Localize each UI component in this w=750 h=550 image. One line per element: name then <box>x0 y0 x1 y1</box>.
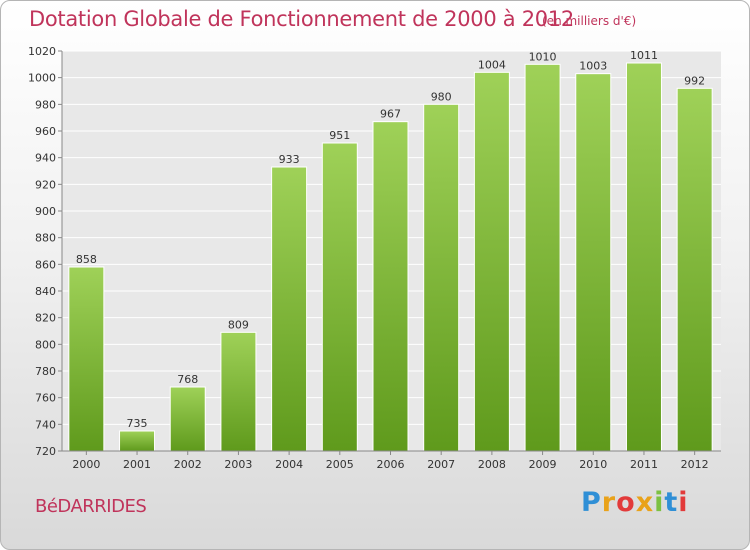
y-tick-label: 820 <box>35 312 56 325</box>
value-label-2005: 951 <box>329 129 350 142</box>
value-label-2010: 1003 <box>579 60 607 73</box>
x-tick-label-2011: 2011 <box>630 458 658 471</box>
y-tick-label: 720 <box>35 445 56 458</box>
x-tick-label-2003: 2003 <box>224 458 252 471</box>
y-tick-label: 960 <box>35 125 56 138</box>
y-tick-label: 1000 <box>28 72 56 85</box>
value-label-2000: 858 <box>76 253 97 266</box>
bar-2000 <box>68 266 105 452</box>
x-tick-label-2000: 2000 <box>72 458 100 471</box>
y-tick-label: 880 <box>35 232 56 245</box>
y-tick-label: 1020 <box>28 45 56 58</box>
unit-label: (en milliers d'€) <box>542 14 637 28</box>
y-tick-label: 780 <box>35 365 56 378</box>
bar-2003 <box>220 331 257 452</box>
bar-2001 <box>119 430 156 452</box>
x-tick-label-2006: 2006 <box>377 458 405 471</box>
chart-title: Dotation Globale de Fonctionnement de 20… <box>29 7 574 31</box>
x-tick-label-2008: 2008 <box>478 458 506 471</box>
x-tick-label-2004: 2004 <box>275 458 303 471</box>
value-label-2003: 809 <box>228 318 249 331</box>
bar-2011 <box>625 62 662 452</box>
bar-2012 <box>676 87 713 452</box>
bar-2006 <box>372 121 409 452</box>
proxiti-logo[interactable]: Proxiti <box>581 487 689 518</box>
commune-name: BéDARRIDES <box>35 496 147 517</box>
x-axis: 2000 2001 2002 2003 2004 2005 2006 2007 2008 2009… <box>62 450 721 471</box>
value-label-2008: 1004 <box>478 58 506 71</box>
y-tick-label: 840 <box>35 285 56 298</box>
bar-2008 <box>473 71 510 452</box>
bar-2007 <box>423 103 460 452</box>
x-tick-label-2005: 2005 <box>326 458 354 471</box>
value-label-2009: 1010 <box>529 50 557 63</box>
value-label-2004: 933 <box>279 153 300 166</box>
value-label-2012: 992 <box>684 74 705 87</box>
x-tick-label-2012: 2012 <box>681 458 709 471</box>
y-axis: 720 740 760 780 800 820 840 860 880 900 920 940 960 9… <box>28 45 63 458</box>
x-tick-label-2007: 2007 <box>427 458 455 471</box>
bars <box>68 62 713 452</box>
y-tick-label: 900 <box>35 205 56 218</box>
y-tick-label: 920 <box>35 178 56 191</box>
x-tick-label-2009: 2009 <box>529 458 557 471</box>
y-tick-label: 980 <box>35 98 56 111</box>
bar-2005 <box>321 142 358 452</box>
value-labels: 858 735 768 809 933 951 967 980 1004 1010 1003 1011… <box>76 49 705 430</box>
bar-2010 <box>575 73 612 452</box>
y-tick-label: 760 <box>35 392 56 405</box>
value-label-2011: 1011 <box>630 49 658 62</box>
x-tick-label-2001: 2001 <box>123 458 151 471</box>
y-tick-label: 940 <box>35 152 56 165</box>
y-tick-label: 860 <box>35 258 56 271</box>
value-label-2006: 967 <box>380 108 401 121</box>
bar-2004 <box>271 166 308 452</box>
y-tick-label: 740 <box>35 418 56 431</box>
bar-2002 <box>169 386 206 452</box>
x-tick-label-2002: 2002 <box>174 458 202 471</box>
value-label-2002: 768 <box>177 373 198 386</box>
bar-2009 <box>524 63 561 452</box>
y-tick-label: 800 <box>35 338 56 351</box>
x-tick-label-2010: 2010 <box>579 458 607 471</box>
value-label-2001: 735 <box>127 417 148 430</box>
value-label-2007: 980 <box>431 90 452 103</box>
